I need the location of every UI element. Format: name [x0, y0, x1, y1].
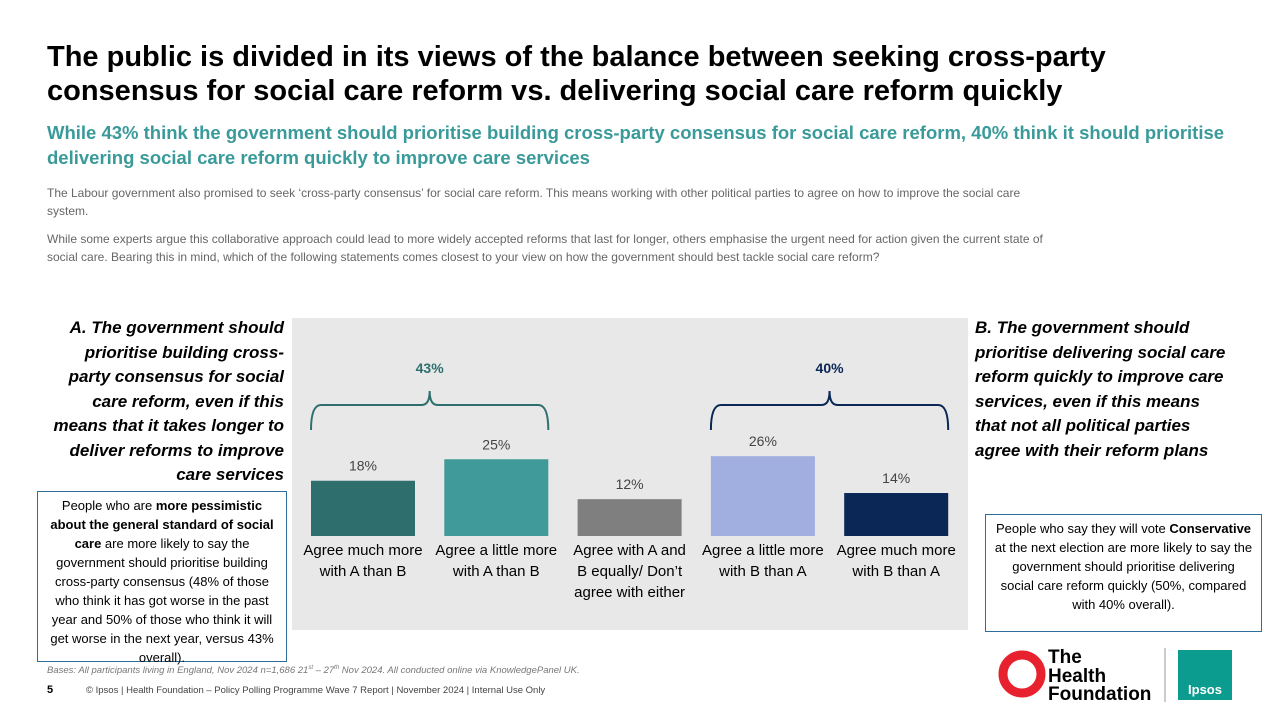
category-label: Agree much more with B than A: [836, 542, 956, 580]
bar: [311, 480, 415, 536]
text-segment: Bases: All participants living in Englan…: [47, 665, 309, 677]
bar: [710, 456, 815, 536]
value-label: 12%: [616, 476, 644, 492]
callout: People who say they will vote Conservati…: [985, 514, 1262, 632]
bar: [577, 499, 682, 536]
text-segment: are more likely to say the government sh…: [50, 536, 274, 665]
chart-background: [292, 318, 968, 630]
category-label: Agree much more with A than B: [303, 542, 423, 580]
subtitle: While 43% think the government should pr…: [47, 122, 1225, 168]
value-label: 18%: [349, 458, 377, 474]
value-label: 26%: [749, 433, 777, 449]
category-label: Agree a little more with B than A: [702, 542, 824, 580]
bracket-label: 40%: [816, 360, 845, 376]
title: The public is divided in its views of th…: [47, 41, 1106, 107]
text-segment: at the next election are more likely to …: [994, 540, 1253, 612]
logo-text: Foundation: [1048, 684, 1151, 705]
statement-b: B. The government should prioritise deli…: [975, 318, 1226, 460]
logos: The Health Foundation Ipsos: [998, 647, 1232, 705]
bracket: [709, 390, 950, 431]
statement-a: A. The government should prioritise buil…: [53, 318, 285, 484]
bar: [844, 493, 949, 536]
logo-text: Ipsos: [1188, 682, 1222, 697]
logo-text: The: [1048, 647, 1082, 668]
bases-note: Bases: All participants living in Englan…: [47, 665, 580, 676]
footer: © Ipsos | Health Foundation – Policy Pol…: [86, 685, 546, 696]
value-label: 14%: [882, 470, 910, 486]
bracket-label: 43%: [416, 360, 445, 376]
bar: [444, 459, 549, 536]
intro-text: The Labour government also promised to s…: [47, 186, 1021, 218]
text-segment: st: [308, 665, 314, 671]
ipsos-mark: [1178, 650, 1232, 700]
page-number: 5: [47, 684, 54, 696]
category-label: Agree a little more with A than B: [435, 542, 558, 580]
intro-text: While some experts argue this collaborat…: [47, 232, 1043, 264]
chart: 18% 25% 12% 26% 14% 43% 40%: [292, 318, 968, 630]
text-segment: Conservative: [1169, 521, 1252, 536]
bracket: [310, 390, 550, 431]
logo-text: Health: [1048, 666, 1106, 687]
text-segment: People who say they will vote: [995, 521, 1170, 536]
health-foundation-mark: [998, 650, 1046, 698]
text-segment: – 27: [313, 665, 335, 677]
value-label: 25%: [482, 436, 510, 452]
category-label: Agree with A and B equally/ Don’t agree …: [573, 542, 686, 601]
text-segment: more pessimistic about the general stand…: [50, 498, 274, 551]
text-segment: th: [334, 665, 340, 671]
callout: People who are more pessimistic about th…: [37, 491, 287, 665]
text-segment: Nov 2024. All conducted online via Knowl…: [339, 665, 580, 677]
text-segment: People who are: [61, 498, 156, 513]
